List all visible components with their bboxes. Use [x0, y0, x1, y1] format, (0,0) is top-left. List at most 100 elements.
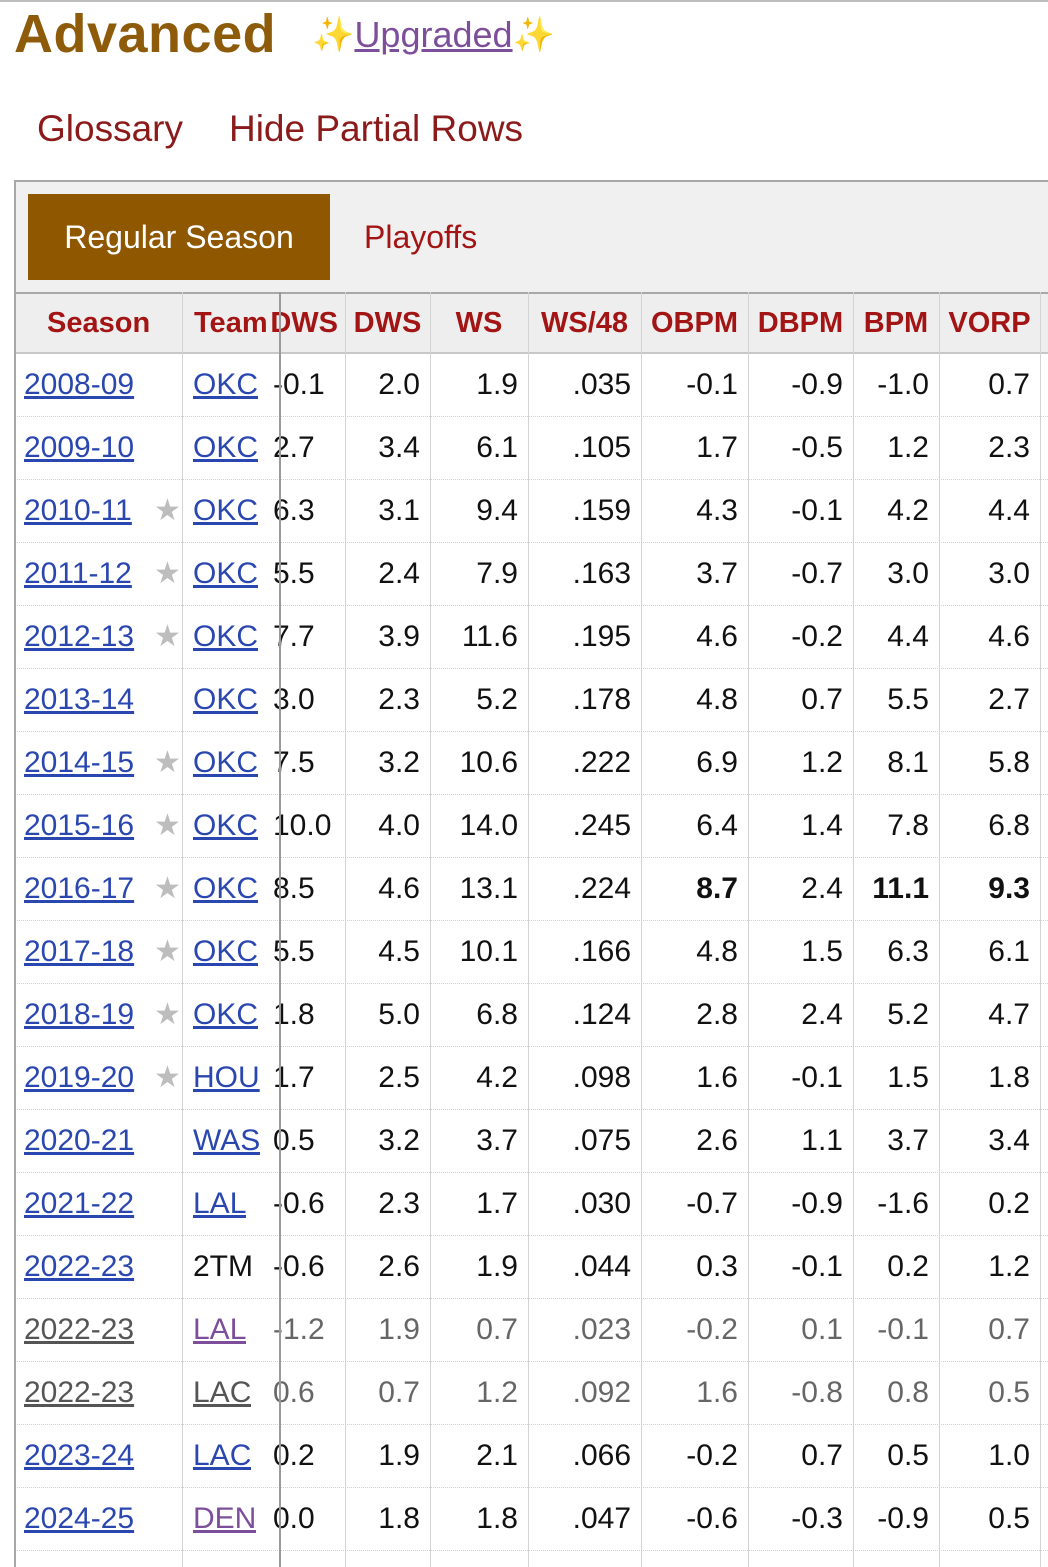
- stat-cell-dws: 2.5: [378, 1061, 420, 1094]
- season-link[interactable]: 2012-13: [24, 620, 135, 653]
- team-link[interactable]: OKC: [193, 998, 259, 1031]
- team-link[interactable]: OKC: [193, 872, 259, 905]
- season-link[interactable]: 2019-20: [24, 1061, 135, 1094]
- tab-regular-season[interactable]: Regular Season: [28, 194, 330, 280]
- stat-cell-vorp: 2.3: [988, 431, 1030, 464]
- stat-cell-dbpm: 0.7: [801, 1439, 843, 1472]
- column-header-dws[interactable]: DWS: [353, 307, 422, 339]
- season-link[interactable]: 2018-19: [24, 998, 135, 1031]
- stat-cell-dws: 2.3: [378, 1187, 420, 1220]
- column-header-bpm[interactable]: BPM: [863, 307, 929, 339]
- team-link[interactable]: OKC: [193, 935, 259, 968]
- team-link[interactable]: OKC: [193, 683, 259, 716]
- season-link[interactable]: 2023-24: [24, 1439, 135, 1472]
- all-star-icon: ★: [154, 1061, 179, 1094]
- section-title: Advanced: [14, 4, 277, 64]
- season-link[interactable]: 2017-18: [24, 935, 135, 968]
- team-link[interactable]: LAC: [193, 1439, 252, 1472]
- stat-cell-vorp: 0.2: [988, 1187, 1030, 1220]
- column-header-team[interactable]: Team: [194, 307, 268, 339]
- season-link[interactable]: 2021-22: [24, 1187, 135, 1220]
- season-link[interactable]: 2022-23: [24, 1376, 135, 1409]
- stat-cell-ws: 11.6: [461, 620, 518, 653]
- stat-cell-dbpm: -0.5: [791, 431, 843, 464]
- season-link[interactable]: 2015-16: [24, 809, 135, 842]
- stat-cell-ws: 2.1: [476, 1439, 518, 1472]
- season-link[interactable]: 2013-14: [24, 683, 135, 716]
- table-row: 2017-18 ★ OKC 5.5 4.5 10.1 .166 4.8 1.5 6.3 6.1: [14, 921, 1048, 984]
- table-row: 2011-12 ★ OKC 5.5 2.4 7.9 .163 3.7 -0.7 3.0 3.0: [14, 543, 1048, 606]
- season-link[interactable]: 2014-15: [24, 746, 135, 779]
- stat-cell-ws: 1.2: [476, 1376, 518, 1409]
- all-star-icon: ★: [154, 557, 179, 590]
- team-link[interactable]: DEN: [193, 1502, 257, 1535]
- column-divider: [853, 292, 854, 1567]
- column-header-ws-48[interactable]: WS/48: [540, 307, 629, 339]
- team-link[interactable]: HOU: [193, 1061, 260, 1094]
- stat-cell-bpm: 1.2: [887, 431, 929, 464]
- column-header-dws[interactable]: DWS: [270, 307, 338, 339]
- stat-cell-vorp: 0.7: [988, 368, 1030, 401]
- table-row: 2019-20 ★ HOU 1.7 2.5 4.2 .098 1.6 -0.1 1.5 1.8: [14, 1047, 1048, 1110]
- stat-cell-dbpm: 2.4: [801, 998, 843, 1031]
- season-link[interactable]: 2016-17: [24, 872, 135, 905]
- column-header-season[interactable]: Season: [47, 307, 151, 339]
- stat-cell-vorp: 1.8: [988, 1061, 1030, 1094]
- team-link[interactable]: OKC: [193, 368, 259, 401]
- stat-cell-bpm: -1.6: [877, 1187, 929, 1220]
- team-link[interactable]: OKC: [193, 557, 259, 590]
- column-header-vorp[interactable]: VORP: [948, 307, 1031, 339]
- all-star-icon: ★: [154, 494, 179, 527]
- season-link[interactable]: 2022-23: [24, 1250, 135, 1283]
- stat-cell-ws-48: .098: [572, 1061, 631, 1094]
- table-row: 2022-23 2TM -0.6 2.6 1.9 .044 0.3 -0.1 0.2 1.2: [14, 1236, 1048, 1299]
- season-link[interactable]: 2022-23: [24, 1313, 135, 1346]
- stat-cell-bpm: -0.9: [877, 1502, 929, 1535]
- team-link[interactable]: OKC: [193, 809, 259, 842]
- season-link[interactable]: 2024-25: [24, 1502, 135, 1535]
- column-header-obpm[interactable]: OBPM: [651, 307, 738, 339]
- tab-bar: Regular Season Playoffs: [14, 180, 1048, 292]
- upgraded-badge[interactable]: ✨ Upgraded ✨: [312, 14, 555, 56]
- hide-partial-rows-link[interactable]: Hide Partial Rows: [228, 108, 524, 149]
- season-cell: 2022-23: [24, 1362, 179, 1424]
- team-link[interactable]: WAS: [193, 1124, 261, 1157]
- stat-cell-dws: 2.7: [273, 431, 315, 464]
- team-link[interactable]: OKC: [193, 746, 259, 779]
- season-link[interactable]: 2020-21: [24, 1124, 135, 1157]
- stat-cell-dbpm: -0.8: [791, 1376, 843, 1409]
- stat-cell-dws: 2.0: [378, 368, 420, 401]
- upgraded-link[interactable]: Upgraded: [354, 14, 513, 55]
- tab-playoffs[interactable]: Playoffs: [364, 218, 478, 255]
- season-link[interactable]: 2010-11: [24, 494, 132, 527]
- team-link[interactable]: LAL: [193, 1187, 247, 1220]
- team-label: 2TM: [193, 1250, 253, 1283]
- team-link[interactable]: OKC: [193, 431, 259, 464]
- team-link[interactable]: OKC: [193, 494, 259, 527]
- season-link[interactable]: 2008-09: [24, 368, 135, 401]
- stat-cell-bpm: -1.0: [877, 368, 929, 401]
- team-link[interactable]: LAL: [193, 1313, 247, 1346]
- team-cell: 2TM: [193, 1236, 253, 1298]
- column-header-ws[interactable]: WS: [455, 307, 503, 339]
- season-link[interactable]: 2011-12: [24, 557, 132, 590]
- season-cell: 2017-18 ★: [24, 921, 179, 983]
- glossary-link[interactable]: Glossary: [37, 108, 183, 149]
- stat-cell-dws: 3.4: [378, 431, 420, 464]
- table-links: Glossary Hide Partial Rows: [37, 108, 569, 150]
- stat-cell-bpm: 0.8: [887, 1376, 929, 1409]
- stat-cell-ws-48: .163: [572, 557, 631, 590]
- all-star-icon: ★: [154, 746, 179, 779]
- column-header-dbpm[interactable]: DBPM: [757, 307, 844, 339]
- stat-cell-dbpm: -0.3: [791, 1502, 843, 1535]
- stat-cell-dws: 0.2: [273, 1439, 315, 1472]
- season-cell: 2011-12 ★: [24, 543, 179, 605]
- stat-cell-dbpm: -0.1: [791, 494, 843, 527]
- stat-cell-vorp: 0.7: [988, 1313, 1030, 1346]
- stat-cell-ws-48: .224: [572, 872, 631, 905]
- table-row: 2018-19 ★ OKC 1.8 5.0 6.8 .124 2.8 2.4 5.2 4.7: [14, 984, 1048, 1047]
- team-link[interactable]: OKC: [193, 620, 259, 653]
- season-cell: 2022-23: [24, 1299, 179, 1361]
- season-link[interactable]: 2009-10: [24, 431, 135, 464]
- team-link[interactable]: LAC: [193, 1376, 252, 1409]
